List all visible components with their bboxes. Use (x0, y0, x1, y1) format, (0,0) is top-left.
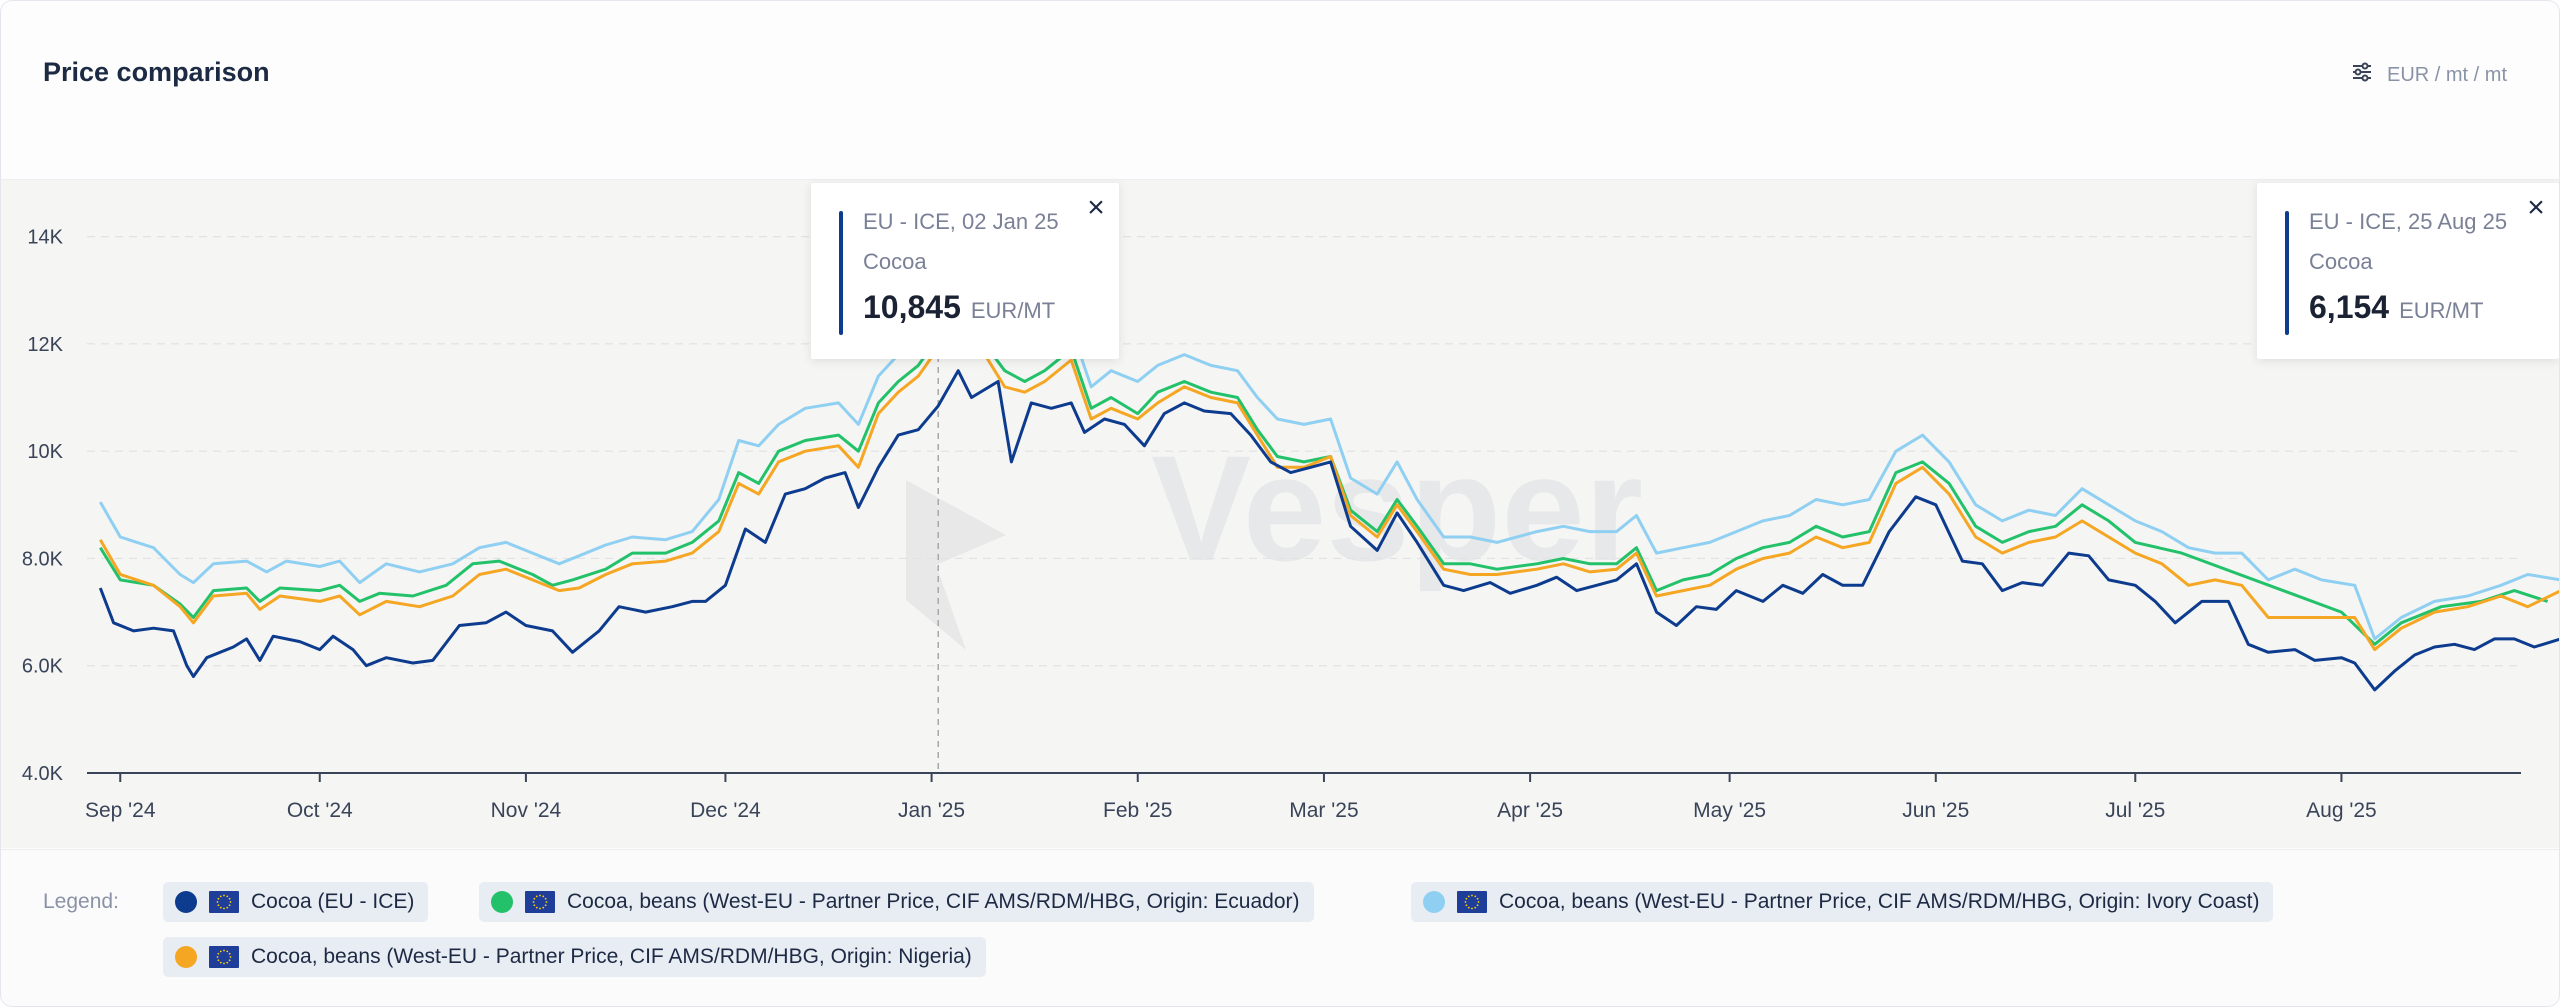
sliders-icon[interactable] (2351, 61, 2373, 89)
legend-label: Legend: (43, 890, 119, 913)
y-tick-label: 14K (27, 227, 63, 249)
unit-selector[interactable]: EUR / mt / mt (2351, 61, 2507, 89)
x-tick-label: May '25 (1693, 799, 1766, 822)
y-tick-label: 10K (27, 441, 63, 463)
tooltip-markers (937, 356, 939, 773)
close-icon[interactable]: × (1087, 191, 1105, 224)
tooltip-value-row: 10,845 EUR/MT (863, 289, 1055, 326)
tooltip-accent-bar (2285, 211, 2289, 335)
legend-item-label: Cocoa, beans (West-EU - Partner Price, C… (567, 890, 1300, 913)
chart-legend: Legend: Cocoa (EU - ICE) Cocoa, beans (W… (1, 849, 2559, 1006)
plot-area (1, 180, 2559, 848)
x-tick-label: Feb '25 (1103, 799, 1172, 822)
legend-item-label: Cocoa, beans (West-EU - Partner Price, C… (251, 945, 972, 968)
legend-dot (175, 891, 197, 913)
y-tick-label: 12K (27, 334, 63, 356)
tooltip-jan-02: EU - ICE, 02 Jan 25 Cocoa 10,845 EUR/MT × (811, 183, 1119, 359)
series-line[interactable] (98, 288, 2559, 641)
x-tick-label: Mar '25 (1289, 799, 1358, 822)
y-tick-label: 8.0K (22, 548, 64, 570)
x-tick-label: Aug '25 (2306, 799, 2377, 822)
x-tick-label: Nov '24 (491, 799, 562, 822)
series-line[interactable] (99, 315, 2549, 646)
series-line[interactable] (98, 326, 2559, 652)
legend-item-ivory-coast[interactable]: Cocoa, beans (West-EU - Partner Price, C… (1411, 882, 2274, 922)
x-tick-label: Sep '24 (85, 799, 156, 822)
tooltip-accent-bar (839, 211, 843, 335)
tooltip-product: Cocoa (2309, 249, 2373, 274)
x-tick-label: Jan '25 (898, 799, 965, 822)
tooltip-unit: EUR/MT (970, 298, 1056, 323)
legend-item-label: Cocoa, beans (West-EU - Partner Price, C… (1499, 890, 2260, 913)
y-axis: 4.0K 6.0K 8.0K 10K 12K 14K (22, 227, 64, 785)
page-title: Price comparison (43, 57, 270, 87)
x-tick-label: Dec '24 (690, 799, 761, 822)
tooltip-aug-25: EU - ICE, 25 Aug 25 Cocoa 6,154 EUR/MT × (2257, 183, 2559, 359)
x-tick-label: Oct '24 (287, 799, 353, 822)
x-axis: Sep '24 Oct '24 Nov '24 Dec '24 Jan '25 Feb '… (85, 772, 2521, 822)
legend-item-ecuador[interactable]: Cocoa, beans (West-EU - Partner Price, C… (479, 882, 1314, 922)
y-tick-label: 4.0K (22, 763, 64, 785)
vesper-watermark: Vesper (906, 424, 1643, 650)
x-tick-label: Jul '25 (2105, 799, 2165, 822)
x-tick-label: Apr '25 (1497, 799, 1563, 822)
legend-dot (175, 946, 197, 968)
tooltip-value: 10,845 (863, 289, 961, 325)
legend-dot (491, 891, 513, 913)
unit-selector-label[interactable]: EUR / mt / mt (2387, 63, 2507, 86)
chart-series (98, 288, 2559, 692)
card-header: Price comparison EUR / mt / mt (1, 1, 2559, 180)
eu-flag-icon (1457, 891, 1487, 913)
legend-item-eu-ice[interactable]: Cocoa (EU - ICE) (163, 882, 429, 922)
eu-flag-icon (525, 891, 555, 913)
eu-flag-icon (209, 946, 239, 968)
legend-item-nigeria[interactable]: Cocoa, beans (West-EU - Partner Price, C… (163, 937, 986, 977)
tooltip-header: EU - ICE, 25 Aug 25 (2309, 209, 2508, 234)
legend-item-label: Cocoa (EU - ICE) (251, 890, 415, 913)
tooltip-value-row: 6,154 EUR/MT (2309, 289, 2483, 326)
x-tick-label: Jun '25 (1902, 799, 1969, 822)
tooltip-unit: EUR/MT (2399, 298, 2484, 323)
legend-dot (1423, 891, 1445, 913)
close-icon[interactable]: × (2527, 191, 2545, 224)
tooltip-product: Cocoa (863, 249, 927, 274)
price-line-chart[interactable]: Vesper 4.0K 6.0K 8.0K 10K 12K 14K Sep '24 Oct … (1, 180, 2559, 848)
tooltip-value: 6,154 (2309, 289, 2390, 325)
y-tick-label: 6.0K (22, 656, 64, 678)
eu-flag-icon (209, 891, 239, 913)
series-line[interactable] (98, 369, 2559, 692)
tooltip-header: EU - ICE, 02 Jan 25 (863, 209, 1059, 234)
